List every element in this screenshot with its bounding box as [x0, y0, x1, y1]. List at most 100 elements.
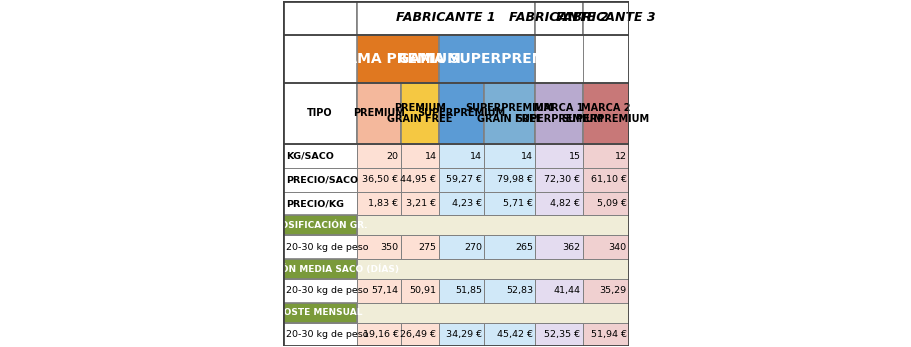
Text: COSTE MENSUAL: COSTE MENSUAL	[277, 308, 363, 317]
Bar	[535, 144, 582, 168]
Bar	[357, 1, 535, 35]
Text: 265: 265	[515, 243, 533, 252]
Text: FABRICANTE 2: FABRICANTE 2	[508, 11, 608, 25]
Text: 52,35 €: 52,35 €	[544, 330, 580, 339]
Text: 14: 14	[469, 152, 481, 161]
Text: 14: 14	[520, 152, 533, 161]
Text: 61,10 €: 61,10 €	[590, 175, 626, 184]
Bar	[484, 144, 535, 168]
Bar	[582, 323, 628, 346]
Bar	[438, 323, 484, 346]
Bar	[535, 323, 582, 346]
Bar	[283, 35, 357, 83]
Text: FABRICANTE 3: FABRICANTE 3	[556, 11, 655, 25]
Bar	[357, 168, 400, 192]
Text: 275: 275	[418, 243, 436, 252]
Text: PREMIUM: PREMIUM	[353, 109, 404, 118]
Text: TIPO: TIPO	[307, 109, 333, 118]
Bar	[400, 83, 438, 144]
Text: GAMA PREMIUM: GAMA PREMIUM	[334, 52, 460, 66]
Text: 4,82 €: 4,82 €	[550, 199, 580, 208]
Bar	[357, 192, 400, 215]
Text: 1,83 €: 1,83 €	[368, 199, 398, 208]
Text: 5,71 €: 5,71 €	[503, 199, 533, 208]
Bar	[438, 235, 484, 259]
Text: GAMA SUPERPREMIUM: GAMA SUPERPREMIUM	[397, 52, 575, 66]
Bar	[582, 1, 628, 35]
Text: 270: 270	[464, 243, 481, 252]
Bar	[582, 83, 628, 144]
Text: 26,49 €: 26,49 €	[400, 330, 436, 339]
Bar	[283, 215, 357, 235]
Text: 3,21 €: 3,21 €	[406, 199, 436, 208]
Bar	[283, 83, 357, 144]
Bar	[438, 83, 484, 144]
Text: 79,98 €: 79,98 €	[496, 175, 533, 184]
Bar	[357, 83, 400, 144]
Bar	[535, 1, 582, 35]
Bar	[357, 303, 628, 323]
Text: 4,23 €: 4,23 €	[451, 199, 481, 208]
Text: 72,30 €: 72,30 €	[544, 175, 580, 184]
Text: 20-30 kg de peso: 20-30 kg de peso	[286, 330, 368, 339]
Bar	[400, 279, 438, 303]
Bar	[484, 192, 535, 215]
Bar	[582, 144, 628, 168]
Bar	[535, 192, 582, 215]
Bar	[535, 35, 582, 83]
Text: DURACIÓN MEDIA SACO (DÍAS): DURACIÓN MEDIA SACO (DÍAS)	[241, 264, 398, 274]
Bar	[438, 35, 535, 83]
Text: 20: 20	[386, 152, 398, 161]
Text: 59,27 €: 59,27 €	[445, 175, 481, 184]
Text: 51,94 €: 51,94 €	[590, 330, 626, 339]
Bar	[357, 35, 438, 83]
Text: 57,14: 57,14	[371, 286, 398, 295]
Text: PRECIO/SACO: PRECIO/SACO	[286, 175, 358, 184]
Text: 34,29 €: 34,29 €	[445, 330, 481, 339]
Bar	[535, 235, 582, 259]
Bar	[484, 168, 535, 192]
Text: 19,16 €: 19,16 €	[363, 330, 398, 339]
Bar	[438, 168, 484, 192]
Bar	[357, 323, 400, 346]
Text: 14: 14	[424, 152, 436, 161]
Text: KG/SACO: KG/SACO	[286, 152, 333, 161]
Text: DOSIFICACIÓN GR.: DOSIFICACIÓN GR.	[272, 221, 367, 230]
Bar	[582, 168, 628, 192]
Text: 20-30 kg de peso: 20-30 kg de peso	[286, 286, 368, 295]
Bar	[582, 235, 628, 259]
Text: 340: 340	[608, 243, 626, 252]
Text: SUPERPREMIUM: SUPERPREMIUM	[417, 109, 505, 118]
Bar	[283, 279, 357, 303]
Bar	[400, 168, 438, 192]
Bar	[484, 235, 535, 259]
Text: 20-30 kg de peso: 20-30 kg de peso	[286, 243, 368, 252]
Bar	[535, 279, 582, 303]
Bar	[283, 259, 357, 279]
Text: 51,85: 51,85	[455, 286, 481, 295]
Bar	[357, 235, 400, 259]
Bar	[582, 35, 628, 83]
Text: PREMIUM
GRAIN FREE: PREMIUM GRAIN FREE	[386, 103, 452, 124]
Bar	[283, 235, 357, 259]
Text: SUPERPREMIUM
GRAIN FREE: SUPERPREMIUM GRAIN FREE	[465, 103, 553, 124]
Bar	[283, 303, 357, 323]
Bar	[357, 144, 400, 168]
Bar	[535, 168, 582, 192]
Text: 15: 15	[568, 152, 580, 161]
Text: 44,95 €: 44,95 €	[400, 175, 436, 184]
Bar	[582, 192, 628, 215]
Bar	[283, 168, 357, 192]
Bar	[400, 323, 438, 346]
Bar	[357, 279, 400, 303]
Text: 5,09 €: 5,09 €	[596, 199, 626, 208]
Text: 52,83: 52,83	[506, 286, 533, 295]
Text: 35,29: 35,29	[599, 286, 626, 295]
Bar	[283, 1, 357, 35]
Text: 50,91: 50,91	[409, 286, 436, 295]
Bar	[484, 83, 535, 144]
Text: 350: 350	[380, 243, 398, 252]
Bar	[283, 323, 357, 346]
Text: 45,42 €: 45,42 €	[496, 330, 533, 339]
Bar	[582, 279, 628, 303]
